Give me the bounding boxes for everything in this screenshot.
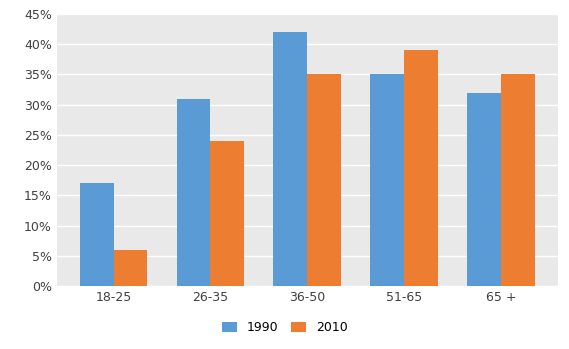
Bar (467, 92, 501, 286)
Bar (211, 141, 244, 286)
Bar (307, 74, 341, 286)
Bar (404, 50, 438, 286)
Bar (176, 99, 211, 286)
Bar (80, 183, 114, 286)
Bar (370, 74, 404, 286)
Bar (114, 250, 147, 286)
Legend: 1990, 2010: 1990, 2010 (217, 316, 352, 339)
Bar (501, 74, 535, 286)
Bar (273, 32, 307, 286)
